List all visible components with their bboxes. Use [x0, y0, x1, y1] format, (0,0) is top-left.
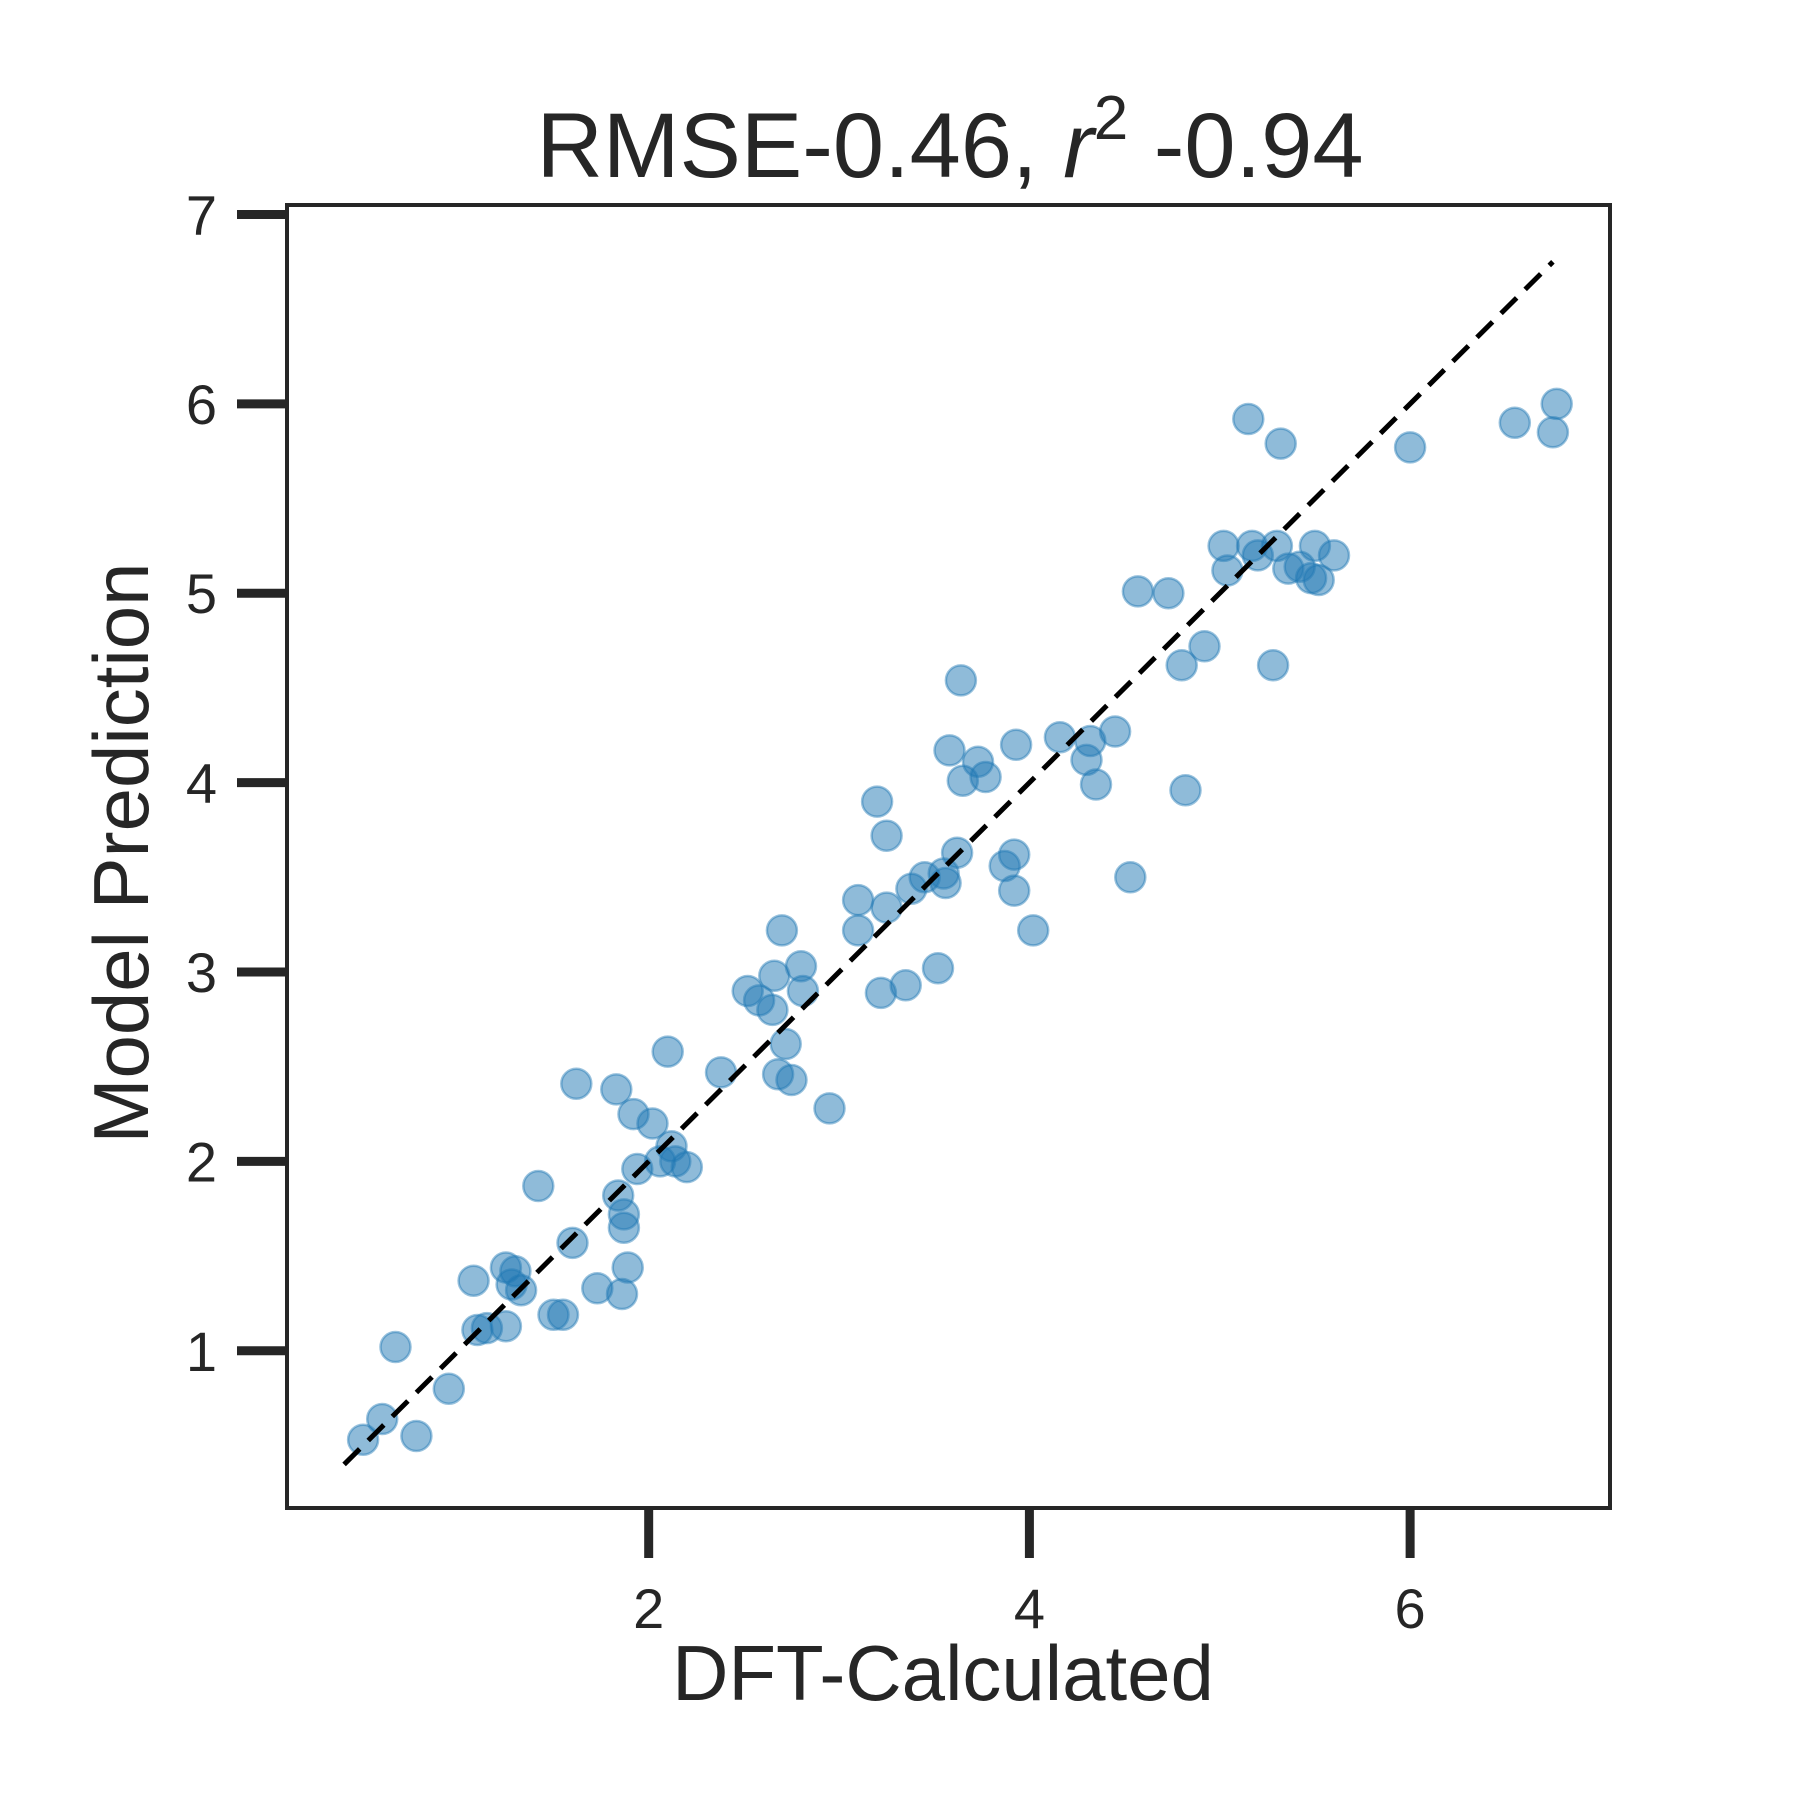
data-point	[769, 1027, 802, 1061]
reference-line	[342, 260, 1555, 1467]
data-point	[704, 1056, 738, 1089]
data-point	[432, 1372, 466, 1405]
data-point	[651, 1035, 684, 1068]
data-point	[600, 1073, 633, 1106]
data-point	[605, 1277, 639, 1311]
data-point	[944, 664, 978, 697]
data-point	[1098, 715, 1132, 748]
data-point	[756, 993, 789, 1027]
chart-title-prefix: RMSE-0.46,	[536, 95, 1063, 197]
data-point	[999, 728, 1033, 762]
data-point	[556, 1226, 589, 1260]
data-point	[1169, 773, 1202, 807]
x-axis-title: DFT-Calculated	[672, 1629, 1214, 1717]
data-point	[1317, 539, 1351, 572]
data-point	[1232, 402, 1265, 436]
data-point	[1114, 861, 1147, 894]
data-point	[813, 1092, 846, 1125]
chart-title-suffix: -0.94	[1128, 95, 1363, 197]
plot-frame	[285, 203, 1612, 1510]
data-point	[841, 883, 875, 917]
x-tick-label: 2	[633, 1577, 664, 1640]
chart-title-superscript: 2	[1094, 84, 1128, 153]
y-axis-title: Model Prediction	[77, 563, 165, 1144]
data-point	[546, 1298, 580, 1332]
y-tick-label: 2	[186, 1130, 217, 1193]
data-point	[400, 1419, 433, 1453]
data-point	[670, 1150, 704, 1184]
data-point	[636, 1107, 669, 1140]
data-point	[1152, 576, 1185, 610]
data-point	[758, 959, 791, 993]
data-point	[346, 1423, 380, 1457]
data-point	[1540, 387, 1573, 421]
data-point	[1016, 914, 1050, 947]
data-point	[889, 969, 922, 1002]
data-point	[1302, 563, 1335, 597]
data-point	[1264, 427, 1297, 460]
data-point	[489, 1309, 523, 1343]
data-point	[611, 1251, 644, 1284]
data-point	[786, 974, 820, 1008]
data-point	[1211, 554, 1244, 587]
data-point	[457, 1264, 490, 1297]
y-tick-label: 5	[186, 562, 217, 625]
data-points	[346, 387, 1573, 1457]
y-tick-label: 1	[186, 1320, 217, 1383]
data-point	[997, 874, 1031, 907]
x-tick-label: 6	[1395, 1577, 1426, 1640]
data-point	[1043, 720, 1077, 754]
data-point	[1079, 768, 1113, 801]
axes: 2 4 6 1 2 3 4 5 6 7	[186, 183, 1426, 1640]
data-point	[1121, 575, 1155, 608]
data-point	[1498, 406, 1532, 440]
x-tick-label: 4	[1014, 1577, 1045, 1640]
data-point	[1536, 416, 1570, 449]
data-point	[870, 819, 903, 852]
y-tick-label: 4	[186, 752, 217, 815]
chart-title-variable: r	[1063, 95, 1097, 197]
data-point	[1188, 630, 1221, 663]
data-point	[997, 838, 1031, 871]
data-point	[607, 1211, 641, 1244]
data-point	[870, 891, 903, 924]
data-point	[1256, 648, 1290, 682]
data-point	[379, 1330, 412, 1364]
data-point	[765, 914, 799, 947]
y-tick-label: 7	[186, 183, 217, 246]
data-point	[775, 1063, 808, 1097]
data-point	[365, 1402, 399, 1436]
data-point	[1393, 431, 1427, 464]
y-tick-label: 3	[186, 941, 217, 1004]
data-point	[921, 951, 955, 985]
y-tick-label: 6	[186, 373, 217, 436]
data-point	[522, 1169, 555, 1203]
data-point	[969, 760, 1002, 794]
data-point	[929, 866, 962, 900]
data-point	[1165, 648, 1198, 682]
chart-title: RMSE-0.46, r2 -0.94	[536, 84, 1363, 197]
data-point	[841, 914, 875, 947]
data-point	[560, 1067, 593, 1101]
data-point	[860, 785, 894, 818]
data-point	[933, 734, 966, 767]
